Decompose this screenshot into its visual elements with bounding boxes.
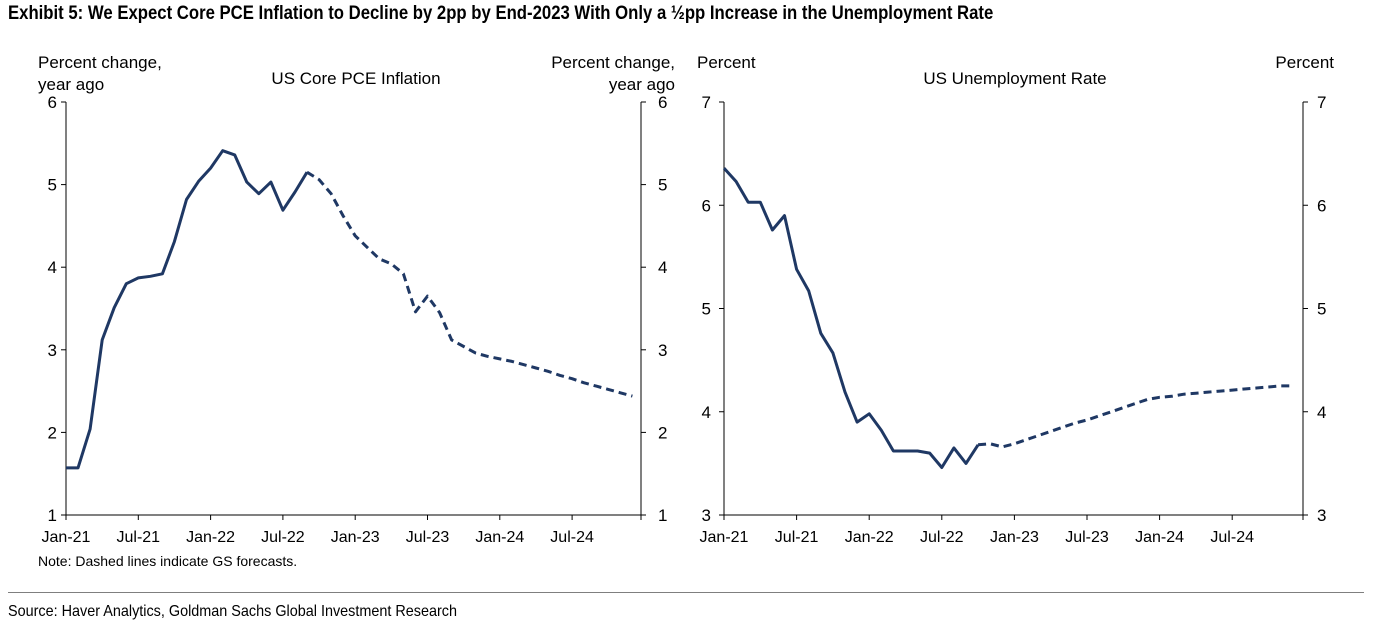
pce-x-tick-label: Jan-22 (186, 529, 235, 546)
unemp-left-tick-label: 4 (702, 403, 711, 422)
pce-right-axis-label: Percent change, (551, 53, 675, 72)
pce-right-tick-label: 5 (658, 176, 667, 195)
pce-x-tick-label: Jan-21 (42, 529, 91, 546)
pce-forecast-line (306, 170, 633, 398)
pce-chart-title: US Core PCE Inflation (271, 69, 440, 88)
unemp-x-tick-label: Jan-23 (990, 529, 1039, 546)
source-line: Source: Haver Analytics, Goldman Sachs G… (8, 603, 458, 620)
unemp-forecast-line (977, 384, 1293, 449)
unemp-x-tick-label: Jul-23 (1065, 529, 1109, 546)
unemp-right-tick-label: 5 (1317, 300, 1326, 319)
unemp-x-tick-label: Jan-22 (845, 529, 894, 546)
pce-x-tick-label: Jul-24 (550, 529, 594, 546)
pce-right-tick-label: 6 (658, 93, 667, 112)
unemp-left-tick-label: 6 (702, 196, 711, 215)
pce-x-tick-label: Jul-21 (117, 529, 161, 546)
unemp-x-tick-label: Jan-24 (1135, 529, 1184, 546)
pce-x-tick-label: Jan-24 (475, 529, 524, 546)
pce-left-axis-label: Percent change, (38, 53, 162, 72)
pce-right-tick-label: 4 (658, 258, 667, 277)
unemp-left-axis-label: Percent (697, 53, 756, 72)
unemp-right-tick-label: 4 (1317, 403, 1326, 422)
unemp-right-axis-label: Percent (1275, 53, 1334, 72)
unemp-right-tick-label: 6 (1317, 196, 1326, 215)
divider (8, 592, 1364, 593)
unemp-actual-line (722, 167, 980, 469)
pce-x-tick-label: Jul-23 (406, 529, 450, 546)
pce-left-tick-label: 3 (48, 341, 57, 360)
unemployment-chart-svg: US Unemployment Rate Percent Percent 3 3 4 4 5 5… (697, 53, 1334, 546)
unemp-x-tick-label: Jul-22 (920, 529, 964, 546)
pce-right-tick-label: 2 (658, 423, 667, 442)
unemp-left-tick-label: 3 (702, 506, 711, 525)
chart-unemployment: US Unemployment Rate Percent Percent 3 3 4 4 5 5… (697, 53, 1334, 546)
pce-right-tick-label: 1 (658, 506, 667, 525)
pce-left-tick-label: 1 (48, 506, 57, 525)
unemp-x-tick-label: Jan-21 (700, 529, 749, 546)
unemp-chart-title: US Unemployment Rate (923, 69, 1106, 88)
pce-left-tick-label: 5 (48, 176, 57, 195)
chart-core-pce: US Core PCE Inflation Percent change, year… (0, 0, 690, 565)
unemp-left-tick-label: 5 (702, 300, 711, 319)
unemp-right-tick-label: 7 (1317, 93, 1326, 112)
pce-left-tick-label: 4 (48, 258, 57, 277)
unemp-right-tick-label: 3 (1317, 506, 1326, 525)
pce-actual-line (66, 149, 309, 470)
pce-left-tick-label: 6 (48, 93, 57, 112)
core-pce-chart-svg: US Core PCE Inflation Percent change, year… (38, 53, 675, 546)
forecast-note: Note: Dashed lines indicate GS forecasts… (38, 553, 298, 569)
pce-right-axis-label: year ago (609, 75, 675, 94)
pce-x-tick-label: Jul-22 (261, 529, 305, 546)
unemp-left-tick-label: 7 (702, 93, 711, 112)
pce-right-tick-label: 3 (658, 341, 667, 360)
pce-left-axis-label: year ago (38, 75, 104, 94)
pce-x-tick-label: Jan-23 (331, 529, 380, 546)
pce-left-tick-label: 2 (48, 423, 57, 442)
exhibit-title: Exhibit 5: We Expect Core PCE Inflation … (8, 3, 994, 24)
unemp-x-tick-label: Jul-24 (1210, 529, 1254, 546)
unemp-x-tick-label: Jul-21 (775, 529, 819, 546)
